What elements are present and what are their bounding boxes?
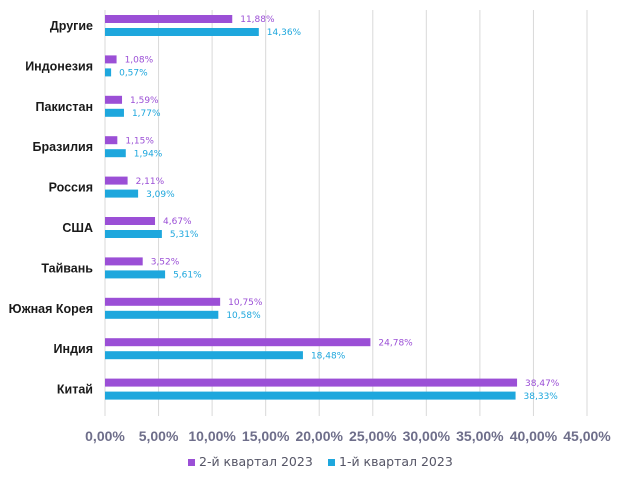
category-label: США — [62, 221, 93, 235]
data-label: 1,59% — [130, 96, 159, 106]
data-label: 3,52% — [151, 258, 180, 268]
data-label: 10,58% — [226, 311, 261, 321]
category-labels: Другие Индонезия Пакистан Бразилия Россия США… — [9, 19, 94, 397]
bar — [105, 391, 516, 400]
data-label: 1,08% — [125, 56, 154, 66]
bar — [105, 351, 303, 360]
bar — [105, 136, 118, 145]
x-tick-label: 15,00% — [242, 428, 290, 444]
data-label: 0,57% — [119, 69, 148, 79]
bar — [105, 257, 143, 266]
legend-label: 1-й квартал 2023 — [339, 454, 453, 469]
grid-lines — [104, 10, 588, 416]
legend-label: 2-й квартал 2023 — [199, 454, 313, 469]
category-label: Тайвань — [41, 261, 93, 275]
bar — [105, 217, 156, 225]
bar — [105, 28, 259, 36]
bar — [105, 55, 117, 64]
bar — [105, 297, 221, 306]
bar — [105, 310, 219, 319]
x-tick-label: 30,00% — [403, 428, 451, 444]
legend-swatch — [188, 459, 195, 466]
data-label: 11,88% — [240, 15, 275, 25]
data-label: 1,94% — [134, 149, 163, 159]
category-label: Бразилия — [32, 140, 93, 154]
bar — [105, 108, 124, 117]
data-label: 4,67% — [163, 217, 192, 227]
legend: 2-й квартал 2023 1-й квартал 2023 — [188, 454, 453, 469]
x-tick-label: 35,00% — [456, 428, 504, 444]
x-tick-label: 5,00% — [139, 428, 179, 444]
data-label: 18,48% — [311, 351, 346, 361]
bar — [105, 176, 128, 185]
bar — [105, 15, 233, 23]
category-label: Индия — [54, 342, 93, 356]
x-axis-ticks: 0,00% 5,00% 10,00% 15,00% 20,00% 25,00% 30,00%… — [85, 428, 611, 444]
category-label: Китай — [57, 383, 93, 397]
x-tick-label: 40,00% — [510, 428, 558, 444]
data-label: 1,15% — [125, 136, 154, 146]
bar — [105, 338, 371, 347]
data-label: 5,61% — [173, 271, 202, 281]
data-label: 3,09% — [146, 190, 175, 200]
data-label: 38,33% — [524, 392, 559, 402]
data-label: 10,75% — [228, 298, 263, 308]
bars — [105, 15, 518, 400]
category-label: Другие — [50, 19, 93, 33]
data-label: 14,36% — [267, 28, 302, 38]
bar — [105, 189, 139, 198]
x-tick-label: 10,00% — [188, 428, 236, 444]
data-label: 2,11% — [136, 177, 165, 187]
bar — [105, 230, 162, 238]
bar — [105, 149, 126, 158]
legend-swatch — [328, 459, 335, 466]
bar — [105, 378, 518, 387]
data-label: 38,47% — [525, 379, 560, 389]
bar — [105, 68, 112, 77]
category-label: Россия — [49, 181, 93, 195]
bar — [105, 95, 123, 104]
data-label: 5,31% — [170, 230, 199, 240]
bar — [105, 270, 166, 279]
category-label: Южная Корея — [9, 302, 93, 316]
data-labels: 11,88% 14,36% 1,08% 0,57% 1,59% 1,77% 1,15% 1,9… — [119, 15, 560, 402]
data-label: 1,77% — [132, 109, 161, 119]
x-tick-label: 0,00% — [85, 428, 125, 444]
data-label: 24,78% — [378, 338, 413, 348]
x-tick-label: 45,00% — [563, 428, 611, 444]
category-label: Индонезия — [25, 59, 93, 73]
category-label: Пакистан — [36, 100, 93, 114]
x-tick-label: 20,00% — [295, 428, 343, 444]
x-tick-label: 25,00% — [349, 428, 397, 444]
